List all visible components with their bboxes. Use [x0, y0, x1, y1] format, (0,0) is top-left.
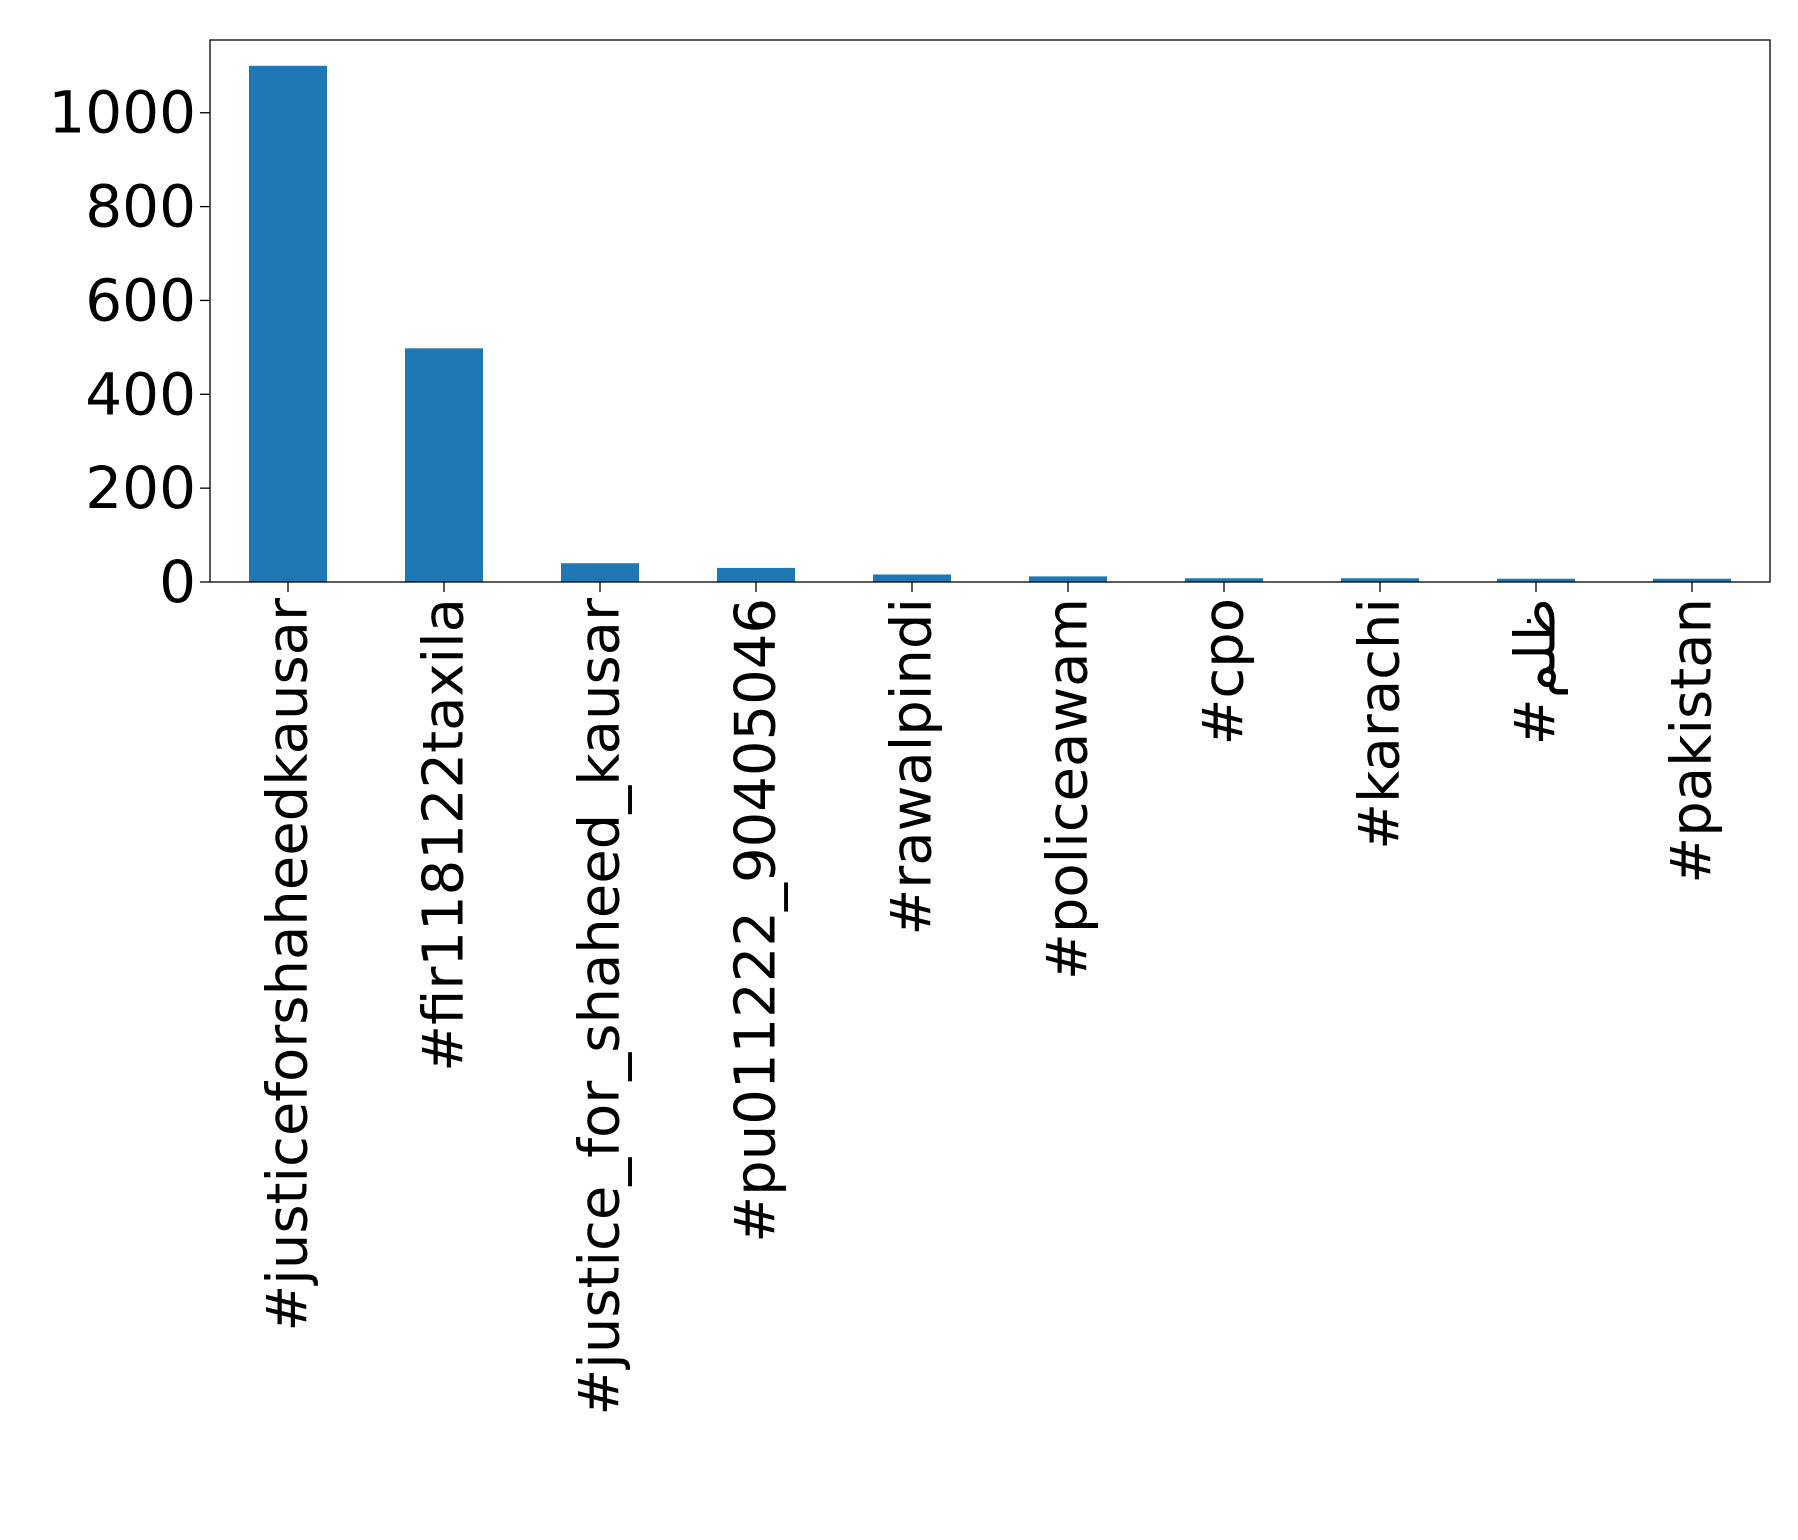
y-tick-label-4: 800 [85, 173, 196, 241]
y-axis: 0 200 400 600 800 1000 [48, 79, 210, 616]
x-tick-label-3: #pu011222_90405046 [724, 598, 789, 1243]
x-tick-label-9: #pakistan [1660, 598, 1725, 884]
y-tick-label-5: 1000 [48, 79, 196, 147]
x-tick-label-6: #cpo [1192, 598, 1257, 746]
bar-5 [1029, 576, 1107, 582]
x-tick-label-0: #justiceforshaheedkausar [256, 597, 321, 1332]
bar-2 [561, 563, 639, 582]
bar-9 [1653, 578, 1731, 582]
bar-6 [1185, 578, 1263, 582]
y-tick-label-0: 0 [159, 548, 196, 616]
x-axis: #justiceforshaheedkausar #fir118122taxila… [256, 582, 1725, 1416]
x-tick-label-5: #policeawam [1036, 598, 1101, 980]
x-tick-label-7: #karachi [1348, 598, 1413, 850]
x-tick-label-4: #rawalpindi [880, 598, 945, 936]
y-tick-label-3: 600 [85, 266, 196, 334]
plot-frame [209, 39, 1771, 583]
bar-8 [1497, 578, 1575, 582]
bar-4 [873, 574, 951, 582]
bar-0 [249, 65, 327, 583]
x-tick-label-8: #ظلم [1504, 598, 1569, 745]
bar-1 [405, 348, 483, 582]
x-tick-label-1: #fir118122taxila [412, 598, 477, 1072]
bar-7 [1341, 578, 1419, 582]
y-tick-label-1: 200 [85, 454, 196, 522]
bar-3 [717, 567, 795, 582]
bars-group [249, 65, 1731, 583]
x-tick-label-2: #justice_for_shaheed_kausar [568, 597, 633, 1416]
y-tick-label-2: 400 [85, 360, 196, 428]
